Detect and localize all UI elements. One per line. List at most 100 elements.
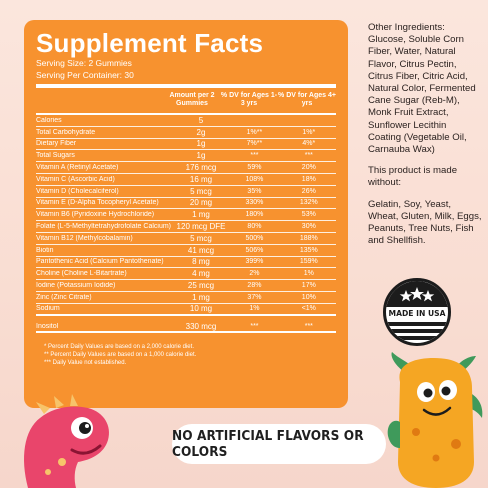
- dv-old: 20%: [301, 164, 316, 172]
- nutrient-amount: 20 mg: [189, 198, 213, 208]
- facts-footnotes: * Percent Daily Values are based on a 2,…: [36, 343, 336, 367]
- dv-young: 1%: [249, 305, 260, 313]
- nutrient-name: Inositol: [36, 322, 59, 330]
- dv-young: 28%: [247, 282, 262, 290]
- footnote-1: * Percent Daily Values are based on a 2,…: [44, 344, 194, 351]
- servings-per-container: Serving Per Container: 30: [36, 70, 134, 80]
- facts-header-row: Amount per 2 Gummies % DV for Ages 1-3 y…: [36, 88, 336, 115]
- dv-young: 399%: [245, 258, 264, 266]
- dv-old: 26%: [301, 187, 316, 195]
- dv-old: 4%*: [302, 140, 316, 148]
- dv-young: 59%: [247, 164, 262, 172]
- facts-row: Calories 5: [36, 115, 336, 127]
- nutrient-name: Vitamin A (Retinyl Acetate): [36, 164, 119, 172]
- facts-row: Iodine (Potassium Iodide) 25 mcg 28% 17%: [36, 280, 336, 292]
- nutrient-name: Vitamin E (D-Alpha Tocopheryl Acetate): [36, 199, 159, 207]
- dv-old: ***: [304, 322, 313, 330]
- nutrient-amount: 5 mcg: [190, 186, 212, 196]
- facts-row: Dietary Fiber 1g 7%** 4%*: [36, 139, 336, 151]
- nutrient-amount: 4 mg: [192, 269, 210, 279]
- col-amount-header: Amount per 2 Gummies: [169, 92, 215, 107]
- dv-young: ***: [250, 322, 259, 330]
- nutrient-amount: 1g: [196, 139, 206, 149]
- nutrient-amount: 1g: [196, 151, 206, 161]
- nutrient-name: Zinc (Zinc Citrate): [36, 293, 92, 301]
- nutrient-name: Iodine (Potassium Iodide): [36, 282, 116, 290]
- nutrient-name: Dietary Fiber: [36, 140, 77, 148]
- col-dv-old-header: % DV for Ages 4+ yrs: [278, 92, 336, 107]
- facts-row: Vitamin E (D-Alpha Tocopheryl Acetate) 20…: [36, 198, 336, 210]
- nutrient-name: Total Sugars: [36, 152, 75, 160]
- nutrient-amount: 8 mg: [192, 257, 210, 267]
- serving-size: Serving Size: 2 Gummies: [36, 58, 132, 68]
- nutrient-name: Pantothenic Acid (Calcium Pantothenate): [36, 258, 164, 266]
- badge-text: MADE IN USA: [388, 309, 446, 318]
- thick-divider: [36, 84, 336, 88]
- facts-row: Sodium 10 mg 1% <1%: [36, 304, 336, 316]
- dv-young: 108%: [245, 175, 264, 183]
- footnote-3: *** Daily Value not established.: [44, 360, 127, 367]
- dv-old: 10%: [301, 293, 316, 301]
- nutrient-amount: 176 mcg: [185, 163, 217, 173]
- nutrient-amount: 330 mcg: [185, 321, 217, 331]
- dv-young: 35%: [247, 187, 262, 195]
- dv-young: 180%: [245, 211, 264, 219]
- nutrient-name: Total Carbohydrate: [36, 128, 96, 136]
- facts-row: Zinc (Zinc Citrate) 1 mg 37% 10%: [36, 292, 336, 304]
- nutrient-amount: 2g: [196, 127, 206, 137]
- facts-row: Vitamin B6 (Pyridoxine Hydrochloride) 1 m…: [36, 209, 336, 222]
- footnote-2: ** Percent Daily Values are based on a 1…: [44, 352, 197, 359]
- orange-monster-illustration: [387, 352, 483, 488]
- col-dv-young-header: % DV for Ages 1-3 yrs: [220, 92, 278, 107]
- facts-row: Inositol 330 mcg *** ***: [36, 322, 336, 334]
- nutrient-name: Biotin: [36, 246, 54, 254]
- dv-young: 80%: [247, 223, 262, 231]
- nutrient-amount: 25 mcg: [187, 281, 215, 291]
- dv-old: 53%: [301, 211, 316, 219]
- supplement-facts-panel: Supplement Facts Serving Size: 2 Gummies…: [24, 20, 348, 408]
- usa-flag-icon: [386, 281, 448, 340]
- ingredients-column: Other Ingredients: Glucose, Soluble Corn…: [368, 22, 482, 256]
- dv-old: 1%*: [302, 128, 316, 136]
- dv-old: ***: [304, 152, 313, 160]
- dv-old: 18%: [301, 175, 316, 183]
- dv-old: 159%: [299, 258, 318, 266]
- dv-old: 132%: [299, 199, 318, 207]
- dv-young: 500%: [245, 234, 264, 242]
- nutrient-name: Vitamin C (Ascorbic Acid): [36, 175, 115, 183]
- facts-row: Total Sugars 1g *** ***: [36, 150, 336, 163]
- dv-old: 30%: [301, 223, 316, 231]
- nutrient-amount: 1 mg: [192, 292, 210, 302]
- dv-old: 1%: [303, 270, 314, 278]
- nutrient-name: Vitamin B6 (Pyridoxine Hydrochloride): [36, 211, 155, 219]
- nutrient-amount: 41 mcg: [187, 245, 215, 255]
- made-in-usa-badge: MADE IN USA: [383, 278, 451, 346]
- facts-title: Supplement Facts: [36, 28, 264, 58]
- pink-dinosaur-illustration: [24, 394, 110, 488]
- nutrient-amount: 120 mcg DFE: [176, 222, 226, 232]
- dv-young: ***: [250, 152, 259, 160]
- dv-old: 135%: [299, 246, 318, 254]
- nutrient-amount: 5: [198, 115, 204, 125]
- dv-old: 188%: [299, 234, 318, 242]
- facts-row: Vitamin C (Ascorbic Acid) 16 mg 108% 18%: [36, 174, 336, 186]
- facts-row: Biotin 41 mcg 506% 135%: [36, 245, 336, 257]
- nutrient-amount: 5 mcg: [190, 233, 212, 243]
- nutrient-name: Sodium: [36, 305, 60, 313]
- dv-old: <1%: [301, 305, 316, 313]
- nutrient-name: Calories: [36, 116, 62, 124]
- nutrient-amount: 1 mg: [192, 210, 210, 220]
- facts-row: Vitamin D (Cholecalciferol) 5 mcg 35% 26%: [36, 186, 336, 198]
- facts-rows: Calories 5 Total Carbohydrate 2g 1%** 1%* Diet…: [36, 115, 336, 334]
- facts-row: Total Carbohydrate 2g 1%** 1%*: [36, 127, 336, 139]
- facts-row: Vitamin A (Retinyl Acetate) 176 mcg 59% 20%: [36, 162, 336, 174]
- nutrient-name: Choline (Choline L-Bitartrate): [36, 270, 127, 278]
- nutrient-amount: 16 mg: [189, 174, 213, 184]
- facts-row: Vitamin B12 (Methylcobalamin) 5 mcg 500% 18…: [36, 233, 336, 245]
- dv-young: 506%: [245, 246, 264, 254]
- facts-row: Folate (L-5-Methyltetrahydrofolate Calci…: [36, 221, 336, 233]
- nutrient-amount: 10 mg: [189, 304, 213, 314]
- other-ingredients: Other Ingredients: Glucose, Soluble Corn…: [368, 22, 476, 156]
- dv-young: 330%: [245, 199, 264, 207]
- nutrient-name: Vitamin D (Cholecalciferol): [36, 187, 119, 195]
